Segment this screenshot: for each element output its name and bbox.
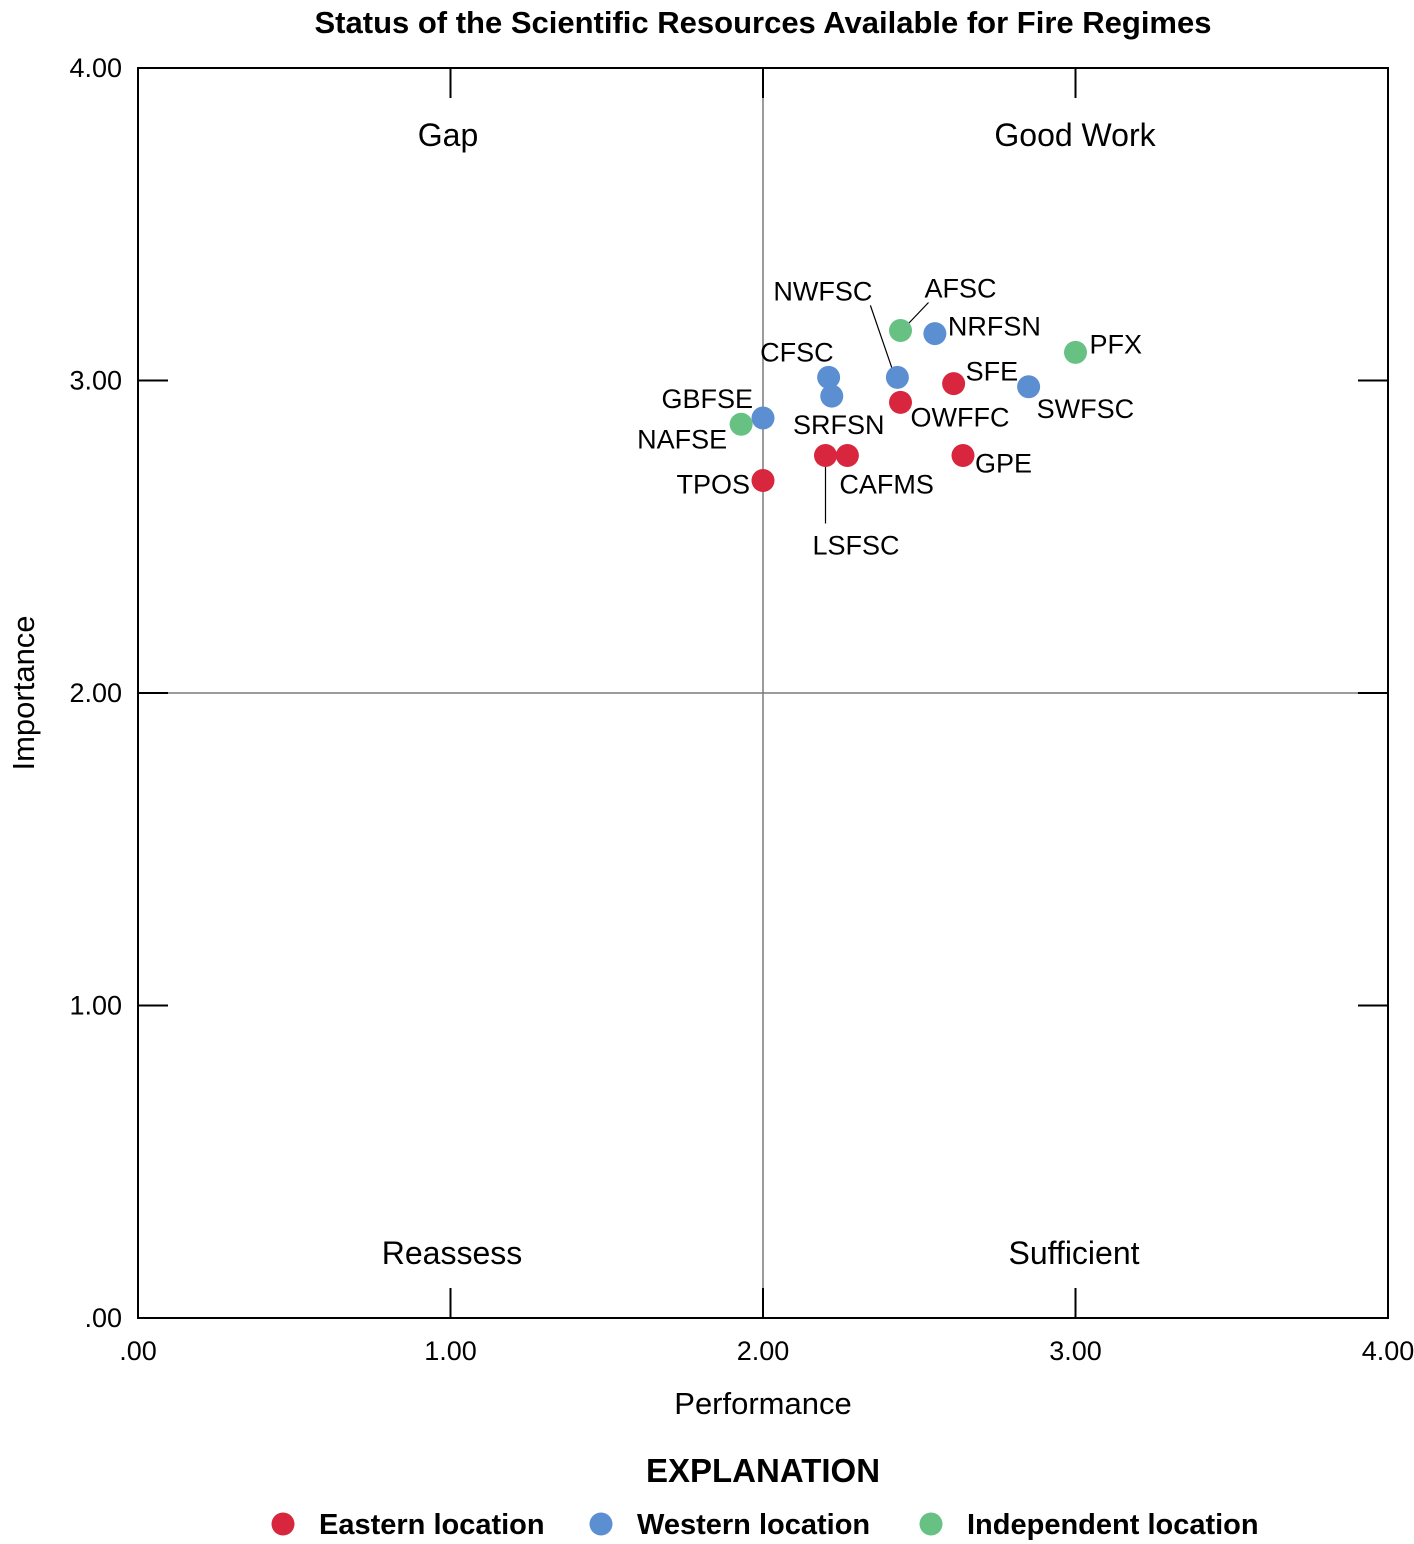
data-point-afsc <box>889 319 912 342</box>
y-tick-label: .00 <box>84 1303 122 1333</box>
point-label-nwfsc: NWFSC <box>773 276 872 306</box>
point-label-pfx: PFX <box>1090 329 1143 359</box>
y-axis-label: Importance <box>6 615 41 770</box>
legend: Eastern location Western location Independ… <box>271 1509 1259 1541</box>
leader-line-nwfsc <box>869 305 893 370</box>
point-label-cfsc: CFSC <box>760 337 834 367</box>
x-tick-label: 3.00 <box>1049 1336 1102 1366</box>
y-tick-label: 1.00 <box>69 991 122 1021</box>
point-label-nafse: NAFSE <box>637 424 727 454</box>
legend-swatch-western <box>589 1512 613 1536</box>
legend-swatch-independent <box>919 1512 943 1536</box>
point-label-swfsc: SWFSC <box>1037 394 1135 424</box>
axis-ticks <box>137 67 1389 1319</box>
legend-swatch-eastern <box>271 1512 295 1536</box>
data-point-pfx <box>1064 340 1087 364</box>
data-point-sfe <box>942 372 966 396</box>
chart-title: Status of the Scientific Resources Avail… <box>315 5 1212 40</box>
data-point-srfsn <box>820 384 844 408</box>
x-tick-label: 1.00 <box>424 1336 477 1366</box>
data-point-swfsc <box>1017 375 1041 399</box>
data-point-nafse <box>729 412 753 436</box>
data-point-gpe <box>951 444 975 467</box>
point-label-owffc: OWFFC <box>911 402 1010 432</box>
data-point-cafms <box>835 444 859 467</box>
point-label-sfe: SFE <box>966 357 1019 387</box>
legend-label-independent: Independent location <box>967 1509 1259 1541</box>
point-label-tpos: TPOS <box>676 470 750 500</box>
point-label-gbfse: GBFSE <box>661 384 753 414</box>
x-tick-label: .00 <box>119 1336 157 1366</box>
data-point-gbfse <box>751 406 775 430</box>
quadrant-label-sufficient: Sufficient <box>1008 1235 1139 1271</box>
data-points <box>729 319 1087 492</box>
data-point-nrfsn <box>923 322 947 346</box>
x-axis-label: Performance <box>674 1386 851 1421</box>
leader-line-afsc <box>908 302 929 324</box>
quadrant-label-gap: Gap <box>418 117 478 153</box>
quadrant-label-good-work: Good Work <box>994 117 1156 153</box>
data-point-tpos <box>751 469 775 492</box>
legend-title: EXPLANATION <box>646 1452 880 1489</box>
y-tick-label: 4.00 <box>69 53 122 83</box>
data-point-cfsc <box>817 365 841 389</box>
x-tick-label: 4.00 <box>1362 1336 1414 1366</box>
quadrant-label-reassess: Reassess <box>382 1235 523 1271</box>
data-point-nwfsc <box>885 365 909 389</box>
axis-tick-labels: .00 1.00 2.00 3.00 4.00 .00 1.00 2.00 3.00 4.00 <box>69 53 1414 1366</box>
data-point-labels: AFSC NRFSN PFX NWFSC CFSC SFE SWFSC SRFSN OWFFC G… <box>637 274 1142 561</box>
point-label-cafms: CAFMS <box>839 470 934 500</box>
point-label-afsc: AFSC <box>925 274 997 304</box>
legend-label-western: Western location <box>637 1509 870 1541</box>
x-tick-label: 2.00 <box>737 1336 790 1366</box>
point-label-lsfsc: LSFSC <box>813 531 900 561</box>
point-label-nrfsn: NRFSN <box>948 312 1041 342</box>
data-point-owffc <box>889 390 912 414</box>
point-label-gpe: GPE <box>975 449 1032 479</box>
data-point-lsfsc <box>814 444 837 467</box>
reference-lines <box>138 68 1388 1318</box>
label-leader-lines <box>824 302 929 524</box>
y-tick-label: 2.00 <box>69 678 122 708</box>
point-label-srfsn: SRFSN <box>793 410 885 440</box>
legend-label-eastern: Eastern location <box>319 1509 545 1541</box>
y-tick-label: 3.00 <box>69 366 122 396</box>
